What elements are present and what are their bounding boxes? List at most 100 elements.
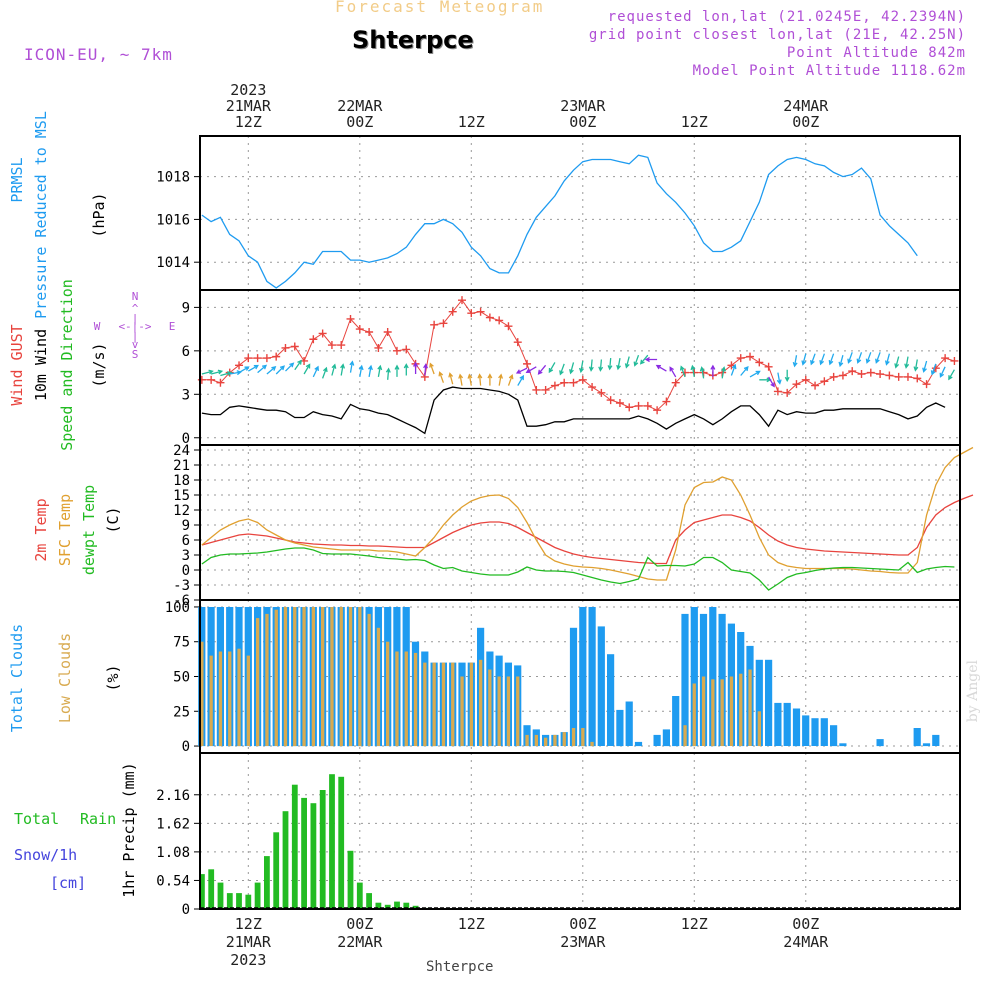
wind-direction-arrow xyxy=(266,366,277,375)
wind-direction-arrow xyxy=(578,360,584,374)
y-tick-label: 100 xyxy=(165,600,190,616)
gust-marker xyxy=(327,341,336,350)
gust-marker xyxy=(894,372,903,381)
low-cloud-bar xyxy=(311,607,315,747)
gust-marker xyxy=(857,370,866,379)
low-cloud-bar xyxy=(209,655,213,746)
y-tick-label: 1.08 xyxy=(156,845,190,861)
model-altitude: Model Point Altitude 1118.62m xyxy=(692,63,966,79)
wind-direction-arrow xyxy=(598,359,604,372)
gust-marker xyxy=(309,335,318,344)
gust-marker xyxy=(792,380,801,389)
low-cloud-bar xyxy=(330,607,334,747)
y-tick-label: 50 xyxy=(173,670,190,686)
wind-direction-arrow xyxy=(749,370,761,378)
wind-direction-arrow xyxy=(403,363,409,376)
low-cloud-bar xyxy=(441,662,446,747)
time-label-bottom: 12Z xyxy=(681,915,708,933)
label-speed-direction: Speed and Direction xyxy=(58,279,76,451)
wind-direction-arrow xyxy=(257,364,268,374)
gust-marker xyxy=(402,345,411,354)
low-cloud-bar xyxy=(581,728,585,747)
total-cloud-bar xyxy=(839,743,847,747)
precip-bar xyxy=(319,790,326,909)
gust-marker xyxy=(885,371,894,380)
wind-direction-arrow xyxy=(458,373,464,386)
gust-marker xyxy=(615,398,624,407)
precip-bar xyxy=(264,856,270,909)
wind-direction-arrow xyxy=(247,364,259,372)
gust-marker xyxy=(365,328,374,337)
time-label-top: 12Z xyxy=(681,113,708,131)
wind-direction-arrow xyxy=(312,365,319,378)
y-tick-label: 75 xyxy=(173,635,190,651)
sfc-temp-line xyxy=(201,446,974,581)
gust-marker xyxy=(736,354,745,363)
total-cloud-bar xyxy=(765,659,773,746)
wind-direction-arrow xyxy=(784,369,790,383)
low-cloud-bar xyxy=(683,725,687,747)
wind-direction-arrow xyxy=(487,373,493,386)
gust-marker xyxy=(550,381,559,390)
time-label-top: 24MAR xyxy=(783,97,829,115)
y-tick-label: 3 xyxy=(182,387,190,403)
gust-marker xyxy=(235,361,244,370)
wind-direction-arrow xyxy=(740,365,749,376)
total-cloud-bar xyxy=(681,613,689,746)
label-prmsl: PRMSL xyxy=(8,157,26,202)
temp2m-line xyxy=(201,494,974,565)
y-tick-label: 25 xyxy=(173,704,190,720)
precip-bar xyxy=(291,784,298,909)
wind-direction-arrow xyxy=(616,357,622,371)
precip-bar xyxy=(403,902,410,909)
wind-direction-arrow xyxy=(515,367,528,374)
footer-location: Shterpce xyxy=(426,959,494,975)
wind-direction-arrow xyxy=(710,364,716,377)
wind-direction-arrow xyxy=(759,377,772,383)
gust-marker xyxy=(578,375,587,384)
gust-marker xyxy=(848,367,857,376)
y-tick-label: 1014 xyxy=(156,255,190,271)
forecast-title: Forecast Meteogram xyxy=(335,0,545,16)
precip-bar xyxy=(375,902,382,909)
y-tick-label: 12 xyxy=(173,503,190,519)
time-label-top: 21MAR xyxy=(226,97,272,115)
low-cloud-bar xyxy=(237,648,241,747)
total-cloud-bar xyxy=(625,701,633,746)
y-tick-label: 18 xyxy=(173,473,190,489)
gust-marker xyxy=(866,368,875,377)
low-cloud-bar xyxy=(367,613,371,746)
wind-direction-arrow xyxy=(358,364,364,378)
label-low-clouds: Low Clouds xyxy=(56,633,74,723)
low-cloud-bar xyxy=(544,737,548,746)
label-dewpt-temp: dewpt Temp xyxy=(80,485,98,575)
wind-direction-arrow xyxy=(894,356,900,369)
y-tick-label: -3 xyxy=(173,578,190,594)
total-cloud-bar xyxy=(783,702,791,746)
panel-frame xyxy=(199,752,961,910)
y-tick-label: 0.54 xyxy=(156,873,190,889)
gust-marker xyxy=(597,388,606,397)
wind-direction-arrow xyxy=(856,352,863,364)
low-cloud-bar xyxy=(488,669,492,746)
y-tick-label: 2.16 xyxy=(156,788,190,804)
low-cloud-bar xyxy=(562,732,566,746)
time-label-top: 22MAR xyxy=(337,97,383,115)
low-cloud-bar xyxy=(218,651,223,747)
low-cloud-bar xyxy=(525,734,529,746)
gust-line xyxy=(201,299,955,411)
precip-bar xyxy=(282,811,289,909)
total-cloud-bar xyxy=(820,718,828,746)
label-wind-gust: Wind GUST xyxy=(8,324,26,405)
label-total: Total xyxy=(14,810,59,828)
gust-marker xyxy=(606,396,615,405)
gust-marker xyxy=(532,385,541,394)
wind-direction-arrow xyxy=(690,364,696,378)
wind-direction-arrow xyxy=(303,363,311,375)
wind-direction-arrow xyxy=(669,366,677,378)
low-cloud-bar xyxy=(432,662,436,747)
point-altitude: Point Altitude 842m xyxy=(786,45,966,61)
location-title: Shterpce xyxy=(352,26,474,54)
precip-bar xyxy=(245,894,252,909)
